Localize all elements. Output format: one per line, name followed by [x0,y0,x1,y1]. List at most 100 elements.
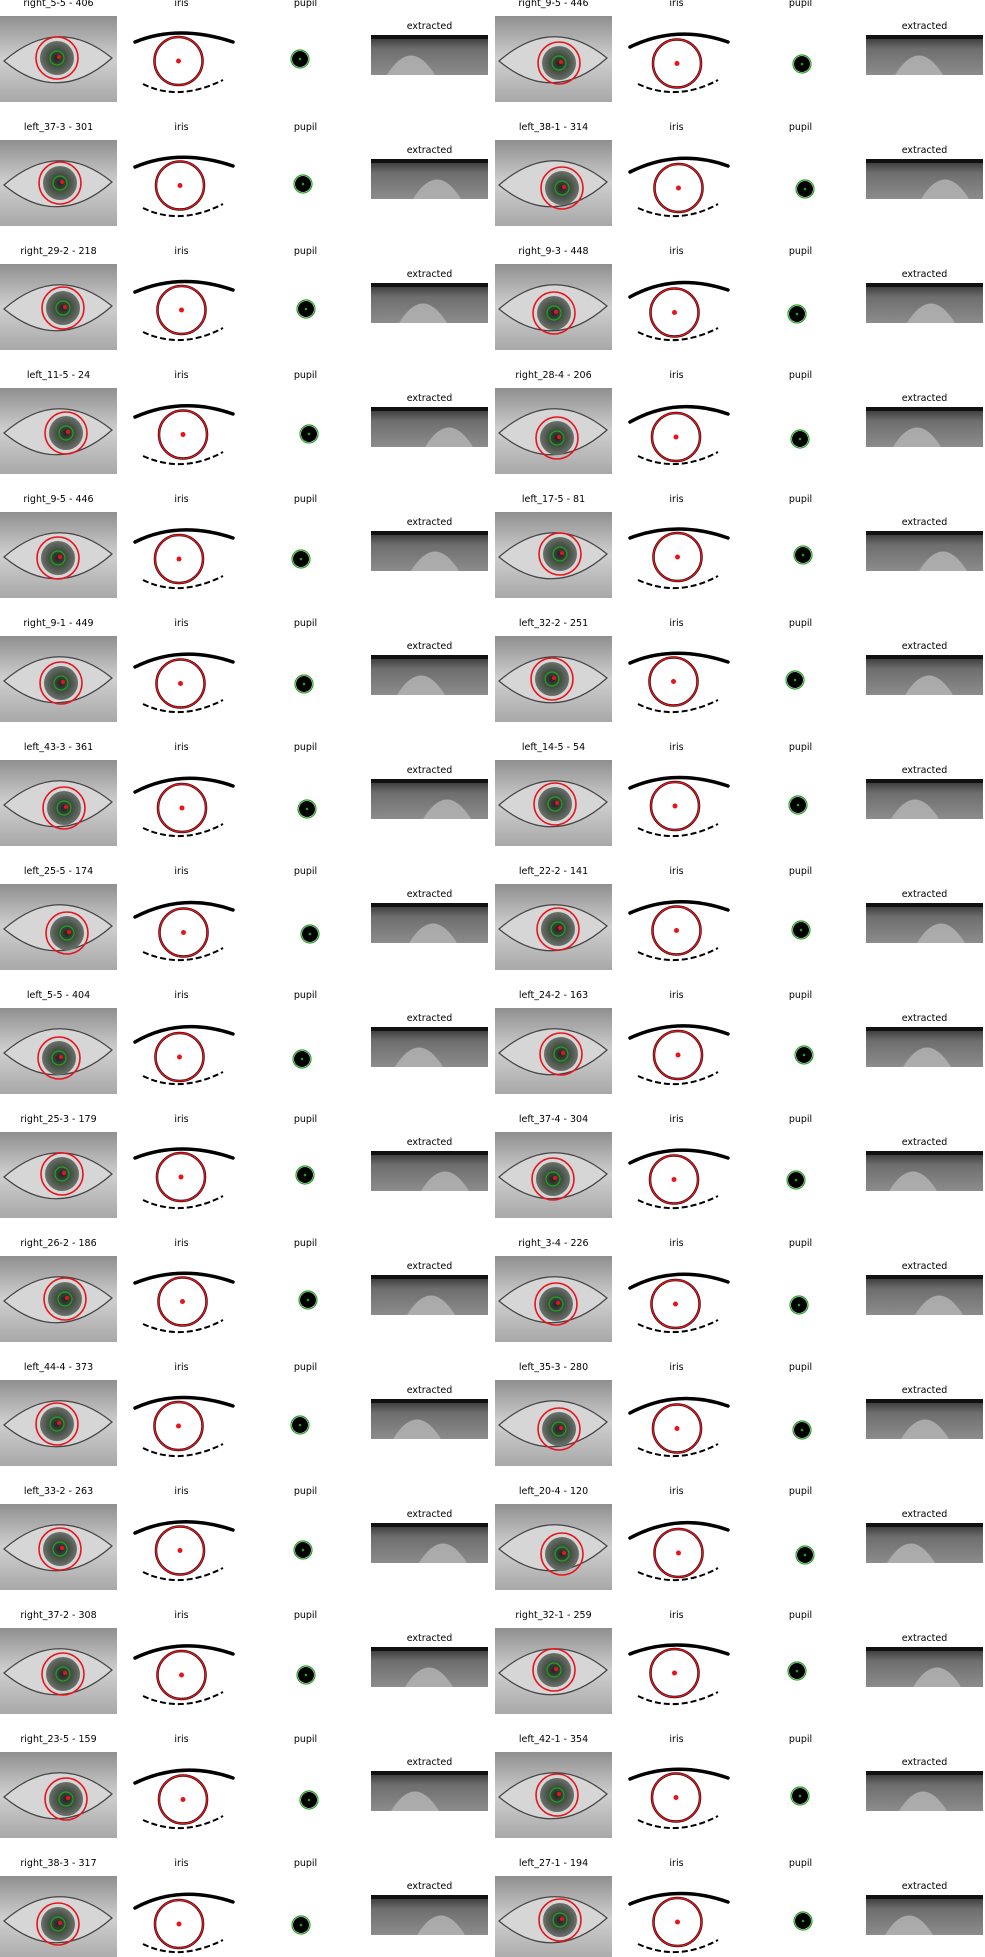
left-sample-block: right_5-5 - 406 iris pupil extracted [0,0,488,102]
extracted-column-title: extracted [407,1261,453,1272]
extracted-column-title: extracted [407,517,453,528]
extracted-column-title: extracted [902,641,948,652]
right-sample-block: right_9-3 - 448 iris pupil extracted [495,246,983,350]
extracted-column-title: extracted [902,517,948,528]
pupil-column-title: pupil [294,1486,317,1497]
pupil-mask-panel [290,49,310,69]
extracted-strip-panel [371,1275,488,1315]
extracted-strip-panel [371,655,488,695]
sample-label: left_38-1 - 314 [519,122,588,133]
pupil-mask-panel [785,670,805,690]
eye-photo-panel [0,140,117,226]
iris-column-title: iris [174,0,188,9]
extracted-column-title: extracted [407,1137,453,1148]
extracted-column-title: extracted [902,1385,948,1396]
sample-label: left_33-2 - 263 [24,1486,93,1497]
extracted-column-title: extracted [902,1013,948,1024]
eye-photo-panel [0,1256,117,1342]
extracted-column-title: extracted [902,393,948,404]
iris-mask-panel [133,1271,235,1333]
extracted-strip-panel [866,655,983,695]
iris-column-title: iris [669,1610,683,1621]
extracted-strip-panel [371,283,488,323]
iris-mask-panel [133,1147,235,1209]
eye-photo-panel [495,884,612,970]
pupil-mask-panel [787,1661,807,1681]
left-sample-block: left_11-5 - 24 iris pupil extracted [0,370,488,474]
left-sample-block: left_37-3 - 301 iris pupil extracted [0,122,488,226]
right-sample-block: right_9-5 - 446 iris pupil extracted [495,0,983,102]
left-sample-block: right_23-5 - 159 iris pupil extracted [0,1734,488,1838]
iris-mask-panel [133,1768,235,1829]
sample-label: right_5-5 - 406 [23,0,93,9]
left-sample-block: left_25-5 - 174 iris pupil extracted [0,866,488,970]
sample-label: right_38-3 - 317 [20,1858,96,1869]
extracted-strip-panel [866,1771,983,1811]
extracted-strip-panel [371,1771,488,1811]
sample-label: left_35-3 - 280 [519,1362,588,1373]
sample-label: left_32-2 - 251 [519,618,588,629]
pupil-mask-panel [299,424,319,444]
right-sample-block: left_20-4 - 120 iris pupil extracted [495,1486,983,1590]
eye-photo-panel [0,1628,117,1714]
iris-column-title: iris [669,494,683,505]
left-sample-block: left_44-4 - 373 iris pupil extracted [0,1362,488,1466]
sample-label: left_37-4 - 304 [519,1114,588,1125]
sample-label: right_9-1 - 449 [23,618,93,629]
extracted-column-title: extracted [902,1881,948,1892]
pupil-column-title: pupil [294,1238,317,1249]
pupil-column-title: pupil [294,1858,317,1869]
pupil-column-title: pupil [294,990,317,1001]
eye-photo-panel [495,1876,612,1957]
eye-photo-panel [495,1628,612,1714]
figure-row: left_25-5 - 174 iris pupilextractedleft_22… [0,866,983,970]
sample-label: right_28-4 - 206 [515,370,591,381]
iris-column-title: iris [174,1238,188,1249]
pupil-column-title: pupil [294,866,317,877]
extracted-column-title: extracted [902,765,948,776]
iris-column-title: iris [669,0,683,9]
sample-label: left_22-2 - 141 [519,866,588,877]
sample-label: right_23-5 - 159 [20,1734,96,1745]
extracted-column-title: extracted [407,641,453,652]
iris-column-title: iris [669,1238,683,1249]
eye-photo-panel [0,636,117,722]
pupil-mask-panel [795,179,815,199]
extracted-strip-panel [371,1523,488,1563]
pupil-mask-panel [297,799,317,819]
right-sample-block: left_38-1 - 314 iris pupil extracted [495,122,983,226]
iris-column-title: iris [669,618,683,629]
extracted-strip-panel [371,1399,488,1439]
pupil-column-title: pupil [789,1114,812,1125]
left-sample-block: right_9-5 - 446 iris pupil extracted [0,494,488,598]
iris-column-title: iris [174,742,188,753]
eye-photo-panel [495,512,612,598]
extracted-column-title: extracted [902,1757,948,1768]
iris-mask-panel [628,1024,730,1085]
pupil-column-title: pupil [789,0,812,9]
pupil-column-title: pupil [789,618,812,629]
right-sample-block: left_37-4 - 304 iris pupil extracted [495,1114,983,1218]
iris-column-title: iris [669,866,683,877]
left-sample-block: right_38-3 - 317 iris pupil extracted [0,1858,488,1957]
iris-mask-panel [628,32,730,93]
iris-mask-panel [628,651,730,713]
extracted-strip-panel [866,903,983,943]
iris-column-title: iris [669,246,683,257]
extracted-column-title: extracted [407,889,453,900]
pupil-mask-panel [792,1420,812,1440]
extracted-strip-panel [371,1647,488,1687]
extracted-strip-panel [866,407,983,447]
figure-row: right_25-3 - 179 iris pupilextractedleft_3… [0,1114,983,1218]
sample-label: right_26-2 - 186 [20,1238,96,1249]
pupil-mask-panel [290,1415,310,1435]
pupil-column-title: pupil [789,742,812,753]
extracted-strip-panel [371,35,488,75]
pupil-mask-panel [787,304,807,324]
iris-column-title: iris [174,122,188,133]
pupil-column-title: pupil [294,494,317,505]
eye-photo-panel [495,1752,612,1838]
sample-label: right_9-3 - 448 [518,246,588,257]
iris-mask-panel [133,155,235,217]
